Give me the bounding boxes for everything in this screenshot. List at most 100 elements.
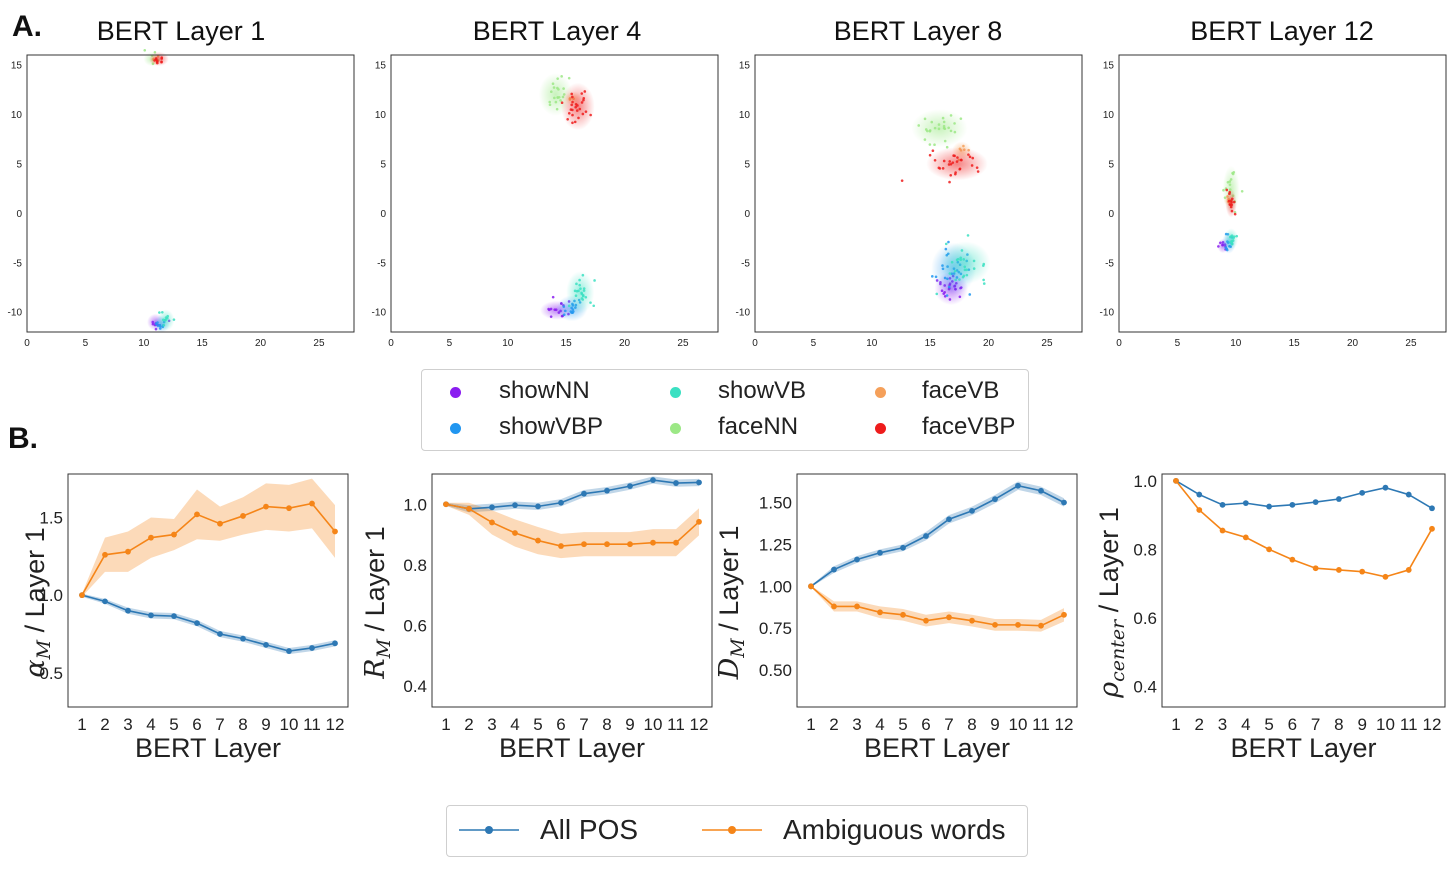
data-point-ambiguous: [877, 609, 883, 616]
scatter-point: [937, 123, 941, 126]
scatter-point: [1232, 200, 1236, 204]
scatter-point: [589, 113, 592, 117]
data-point-ambiguous: [1312, 565, 1319, 572]
data-point-ambiguous: [558, 543, 564, 549]
scatter-point: [571, 121, 574, 125]
scatter-point: [161, 318, 165, 322]
plot-frame: [26, 54, 355, 333]
x-tick-label: 0: [388, 338, 394, 349]
scatter-point: [944, 242, 948, 246]
scatter-point: [158, 311, 161, 314]
scatter-point: [975, 166, 979, 169]
scatter-point: [582, 98, 585, 102]
scatter-point: [923, 138, 927, 141]
data-point-ambiguous: [512, 530, 518, 536]
x-tick-label: 10: [1376, 715, 1395, 734]
scatter-point: [1230, 209, 1234, 213]
plot-frame: [1118, 54, 1447, 333]
data-point-ambiguous: [808, 583, 814, 590]
data-point-all-pos: [1061, 499, 1067, 506]
data-point-all-pos: [969, 507, 975, 514]
scatter-point: [945, 145, 949, 149]
confidence-band-ambiguous: [446, 502, 699, 559]
y-tick-label: -10: [1100, 308, 1115, 319]
data-point-all-pos: [1219, 501, 1226, 508]
scatter-point: [578, 283, 581, 287]
scatter-point: [570, 103, 573, 107]
scatter-point: [948, 180, 951, 184]
scatter-point: [1240, 189, 1244, 193]
scatter-point: [556, 77, 559, 80]
scatter-point: [954, 171, 957, 174]
scatter-point: [154, 322, 158, 326]
x-tick-label: 25: [677, 338, 689, 349]
x-tick-label: 4: [875, 715, 884, 734]
data-point-ambiguous: [171, 531, 177, 538]
data-point-all-pos: [854, 556, 860, 563]
y-axis-label: DM / Layer 1: [714, 526, 749, 681]
data-point-all-pos: [332, 640, 338, 647]
x-tick-label: 5: [169, 715, 178, 734]
cluster-density: [566, 271, 595, 314]
legend-label-ambiguous: Ambiguous words: [783, 814, 1006, 845]
y-axis-label-subscript: M: [727, 638, 749, 659]
legend-label-facevb: faceVB: [922, 377, 1000, 404]
scatter-point: [143, 49, 147, 52]
data-point-all-pos: [558, 499, 564, 506]
scatter-point: [582, 287, 586, 290]
scatter-point: [1231, 172, 1235, 176]
x-tick-label: 12: [326, 715, 345, 734]
legend-marker-icon: [875, 387, 886, 398]
y-tick-label: 15: [1103, 60, 1115, 71]
confidence-band-ambiguous: [82, 478, 335, 597]
data-point-all-pos: [1312, 499, 1319, 505]
legend-label-facevbp: faceVBP: [922, 413, 1016, 440]
data-point-all-pos: [1382, 484, 1389, 491]
data-point-ambiguous: [1359, 568, 1366, 575]
data-point-all-pos: [1038, 487, 1044, 494]
legend-line-series: All POS Ambiguous words: [446, 805, 1028, 857]
scatter-point: [942, 292, 946, 295]
scatter-point: [947, 126, 950, 130]
subplot-title: BERT Layer 12: [1190, 16, 1374, 46]
scatter-point: [928, 143, 932, 146]
scatter-point: [948, 160, 952, 163]
x-tick-label: 9: [261, 715, 270, 734]
scatter-point: [949, 129, 953, 133]
scatter-point: [1228, 190, 1232, 194]
scatter-point: [570, 92, 574, 96]
x-tick-label: 12: [1423, 715, 1442, 734]
x-tick-label: 10: [502, 338, 514, 349]
y-axis-label-subscript: M: [33, 639, 55, 660]
scatter-point: [575, 282, 578, 286]
scatter-point: [580, 291, 583, 295]
scatter-point: [1226, 181, 1230, 184]
cluster-density: [149, 51, 169, 67]
scatter-point: [942, 159, 946, 163]
scatter-point: [552, 86, 556, 89]
panel-a-label: A.: [12, 10, 42, 43]
scatter-point: [575, 109, 579, 112]
y-tick-label: 0.6: [403, 616, 427, 635]
y-axis-label-rest: / Layer 1: [714, 526, 744, 639]
confidence-band-all-pos: [446, 476, 699, 513]
scatter-point: [1217, 245, 1220, 248]
x-tick-label: 6: [1288, 715, 1297, 734]
scatter-point: [555, 107, 559, 111]
panel-b-label: B.: [8, 422, 38, 455]
scatter-point: [584, 110, 588, 113]
scatter-point: [580, 101, 584, 104]
scatter-point: [954, 278, 957, 282]
scatter-point: [967, 153, 970, 156]
data-point-all-pos: [900, 544, 906, 551]
x-tick-label: 20: [1347, 338, 1359, 349]
x-tick-label: 15: [197, 338, 209, 349]
data-point-all-pos: [171, 613, 177, 620]
scatter-point: [930, 275, 934, 278]
scatter-point: [164, 318, 167, 322]
x-tick-label: 20: [619, 338, 631, 349]
data-point-all-pos: [627, 483, 633, 490]
plot-frame: [796, 473, 1078, 708]
data-point-all-pos: [877, 549, 883, 556]
scatter-point: [1229, 240, 1232, 244]
